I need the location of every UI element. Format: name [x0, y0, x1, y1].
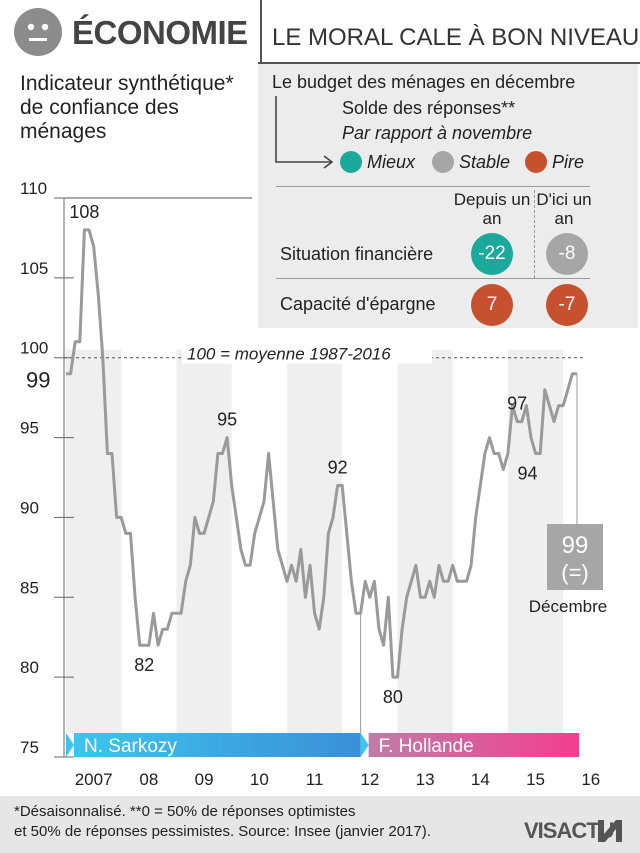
hollande-arrow-icon: [360, 733, 369, 757]
neutral-face-icon: [14, 8, 62, 56]
y-tick-label: 95: [20, 419, 39, 438]
budget-subtitle: Solde des réponses**: [342, 98, 516, 118]
reference-line: 100 = moyenne 1987-2016 99: [26, 343, 585, 393]
point-label: 82: [134, 655, 154, 675]
x-tick-label: 11: [306, 770, 324, 789]
point-label: 95: [217, 410, 237, 430]
end-label: Décembre: [529, 597, 607, 616]
section-title: ÉCONOMIE: [72, 14, 248, 51]
legend-label-stable: Stable: [459, 152, 511, 172]
arrow-icon: [275, 96, 334, 169]
x-tick-label: 2007: [75, 770, 113, 789]
budget-panel: [258, 64, 638, 328]
sarkozy-bar: [74, 733, 361, 757]
x-tick-label: 16: [581, 770, 600, 789]
table-rule-mid: [276, 278, 590, 279]
end-change: (=): [561, 560, 589, 585]
table-rule-top: [276, 186, 590, 187]
x-tick-label: 09: [195, 770, 214, 789]
brand-logo-mark: [598, 820, 622, 842]
column-header-depuis: Depuis un an: [453, 190, 531, 228]
point-label: 94: [518, 464, 538, 484]
point-label: 92: [328, 457, 348, 477]
x-tick-label: 10: [250, 770, 269, 789]
end-value: 99: [562, 532, 589, 559]
row-label-epargne: Capacité d'épargne: [280, 294, 436, 314]
footnote-2: et 50% de réponses pessimistes. Source: …: [14, 823, 431, 840]
headline: LE MORAL CALE À BON NIVEAU: [272, 24, 640, 51]
reference-label-bg: [182, 343, 432, 364]
legend-dot-pire: [525, 151, 547, 173]
hollande-label: F. Hollande: [379, 736, 474, 757]
hollande-bar: [368, 733, 579, 757]
y-tick-label: 100: [20, 339, 48, 358]
sarkozy-label: N. Sarkozy: [84, 736, 177, 757]
presidency-bar: N. Sarkozy F. Hollande: [66, 733, 579, 757]
budget-title: Le budget des ménages en décembre: [272, 72, 576, 92]
value-epargne-depuis: 7: [471, 284, 513, 326]
y-tick-label: 85: [20, 578, 39, 597]
legend-dot-stable: [432, 151, 454, 173]
y-tick-label: 80: [20, 658, 39, 677]
reference-label: 100 = moyenne 1987-2016: [187, 345, 391, 364]
december-box: 99(=) Décembre: [529, 373, 607, 616]
x-axis: 2007 08 09 10 11 12 13 14 15 16: [75, 770, 601, 789]
y-tick-label: 90: [20, 498, 39, 517]
point-label: 97: [507, 394, 527, 414]
year-band: [397, 349, 453, 733]
row-label-situation: Situation financière: [280, 244, 434, 264]
point-label: 80: [383, 687, 403, 707]
year-bands: [66, 349, 564, 733]
point-label: 108: [69, 202, 99, 222]
end-value-box: [547, 524, 603, 590]
sarkozy-arrow-icon: [66, 733, 74, 757]
header-rule: [258, 62, 640, 64]
legend-dot-mieux: [340, 151, 362, 173]
column-header-dici: D'ici un an: [536, 190, 592, 228]
budget-subtitle-2: Par rapport à novembre: [342, 123, 533, 143]
year-band: [66, 349, 122, 733]
series-line-path: [66, 228, 577, 679]
x-tick-label: 15: [526, 770, 545, 789]
legend-label-mieux: Mieux: [367, 152, 416, 172]
footer-notes: *Désaisonnalisé. **0 = 50% de réponses o…: [14, 802, 431, 842]
legend-label-pire: Pire: [552, 152, 585, 172]
x-tick-label: 12: [360, 770, 379, 789]
start-value-label: 99: [26, 368, 50, 393]
annotations: 108 82 95 92 80 97 94: [69, 202, 538, 733]
x-tick-label: 13: [416, 770, 435, 789]
value-situation-dici: -8: [546, 233, 588, 275]
y-tick-label: 110: [20, 179, 47, 198]
year-band: [286, 349, 343, 733]
x-tick-label: 08: [139, 770, 158, 789]
x-tick-label: 14: [471, 770, 490, 789]
value-situation-depuis: -22: [471, 233, 513, 275]
footnote-1: *Désaisonnalisé. **0 = 50% de réponses o…: [14, 803, 356, 820]
year-band: [176, 349, 232, 733]
y-tick-label: 105: [20, 259, 48, 278]
chart-title: Indicateur synthétique* de confiance des…: [20, 72, 234, 143]
header-divider: [260, 0, 262, 62]
footer: [0, 796, 640, 853]
column-divider: [534, 190, 536, 278]
confidence-line-chart: 75 80 85 90 95 100 105 110 100 = moyenne 1987-2…: [20, 179, 607, 789]
series-line: [66, 228, 577, 679]
value-epargne-dici: -7: [546, 284, 588, 326]
y-tick-label: 75: [20, 738, 39, 757]
